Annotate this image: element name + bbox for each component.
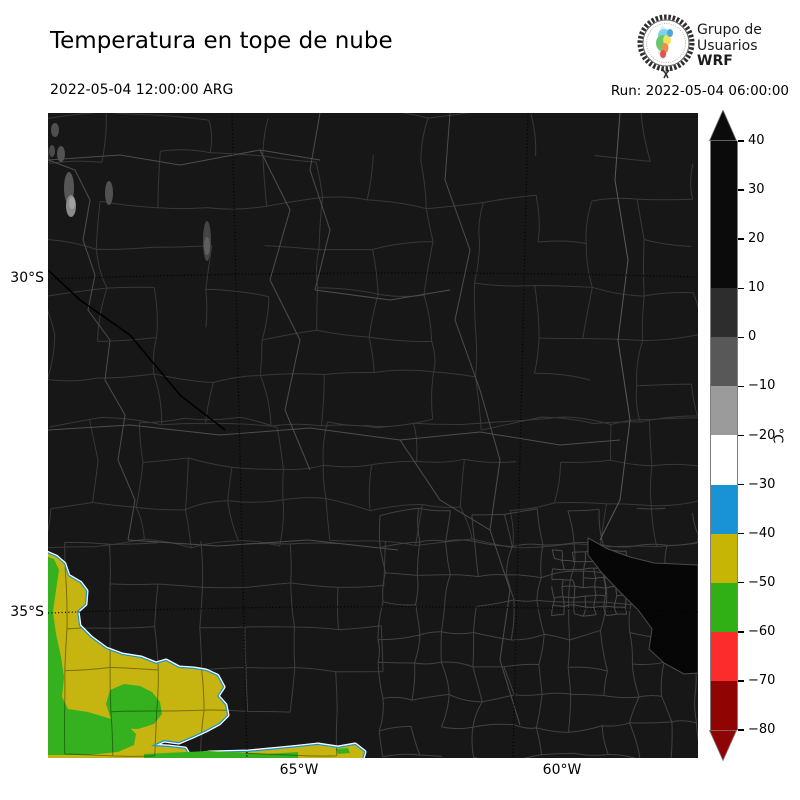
colorbar-tick-label: −70 [748,672,776,688]
map-canvas [48,113,698,758]
colorbar-segment [711,288,737,338]
logo-line-1: Grupo de [697,22,762,38]
wrf-logo: Grupo de Usuarios WRF [637,13,797,79]
page-title: Temperatura en tope de nube [50,28,393,54]
colorbar-segment [711,386,737,436]
colorbar-tick-label: 0 [748,329,757,345]
colorbar-segment [711,337,737,387]
colorbar-tick-label: 20 [748,231,765,247]
colorbar-tick-label: −80 [748,722,776,737]
colorbar-tick-mark [738,729,744,731]
xtick-label: 65°W [279,762,319,778]
colorbar-tick-label: −40 [748,525,776,541]
run-datetime-label: Run: 2022-05-04 06:00:00 [610,83,789,99]
colorbar-tick-mark [738,631,744,633]
colorbar-segment [711,631,737,681]
colorbar-tick-mark [738,680,744,682]
cloud-region-green [48,557,136,755]
colorbar-tick-mark [738,238,744,240]
ytick-label: 30°S [10,270,44,286]
cloud-region-green [336,748,350,754]
ytick-label: 35°S [10,604,44,620]
colorbar-tick-mark [738,483,744,486]
colorbar-extend-arrow [709,110,737,141]
colorbar-segment [711,239,737,289]
colorbar-tick-label: 30 [748,182,765,198]
cloud-region-green [144,751,298,758]
colorbar-tick-label: −60 [748,623,776,639]
rio-de-la-plata-water [587,537,698,675]
graticule-line [48,606,698,614]
colorbar-tick-label: −50 [748,574,776,590]
wrf-logo-text: Grupo de Usuarios WRF [697,22,762,70]
graticule-line [48,272,698,280]
colorbar-tick-label: −30 [748,476,776,492]
logo-line-2: Usuarios [697,37,758,54]
colorbar-tick-mark [738,287,744,289]
colorbar-tick-label: −10 [748,378,776,394]
colorbar-tick-mark [738,532,744,535]
colorbar-segment [711,582,737,632]
colorbar-segment [711,141,737,191]
colorbar-tick-label: 10 [748,280,765,296]
colorbar-tick-label: 40 [748,133,765,148]
colorbar-segment [711,533,737,583]
colorbar-tick-label: −20 [748,427,776,443]
colorbar-tick-mark [738,140,744,142]
colorbar-segment [711,435,737,485]
graticule-line [512,113,529,758]
colorbar-segment [711,680,737,730]
colorbar-body [710,141,738,730]
colorbar-tick-mark [738,189,744,191]
colorbar-tick-mark [738,582,744,584]
cloud-region-green [106,684,162,729]
valid-datetime-label: 2022-05-04 12:00:00 ARG [50,82,234,98]
colorbar-tick-mark [738,385,744,388]
colorbar-tick-mark [738,336,744,339]
colorbar-extend-arrow [709,730,737,761]
colorbar-unit-label: °C [769,427,785,444]
xtick-label: 60°W [542,762,582,778]
graticule-line [231,113,248,758]
logo-line-3: WRF [697,53,733,69]
wrf-logo-emblem-icon [637,14,695,79]
map-svg [48,113,698,758]
colorbar-tick-mark [738,434,744,437]
colorbar-segment [711,484,737,534]
colorbar-segment [711,190,737,240]
